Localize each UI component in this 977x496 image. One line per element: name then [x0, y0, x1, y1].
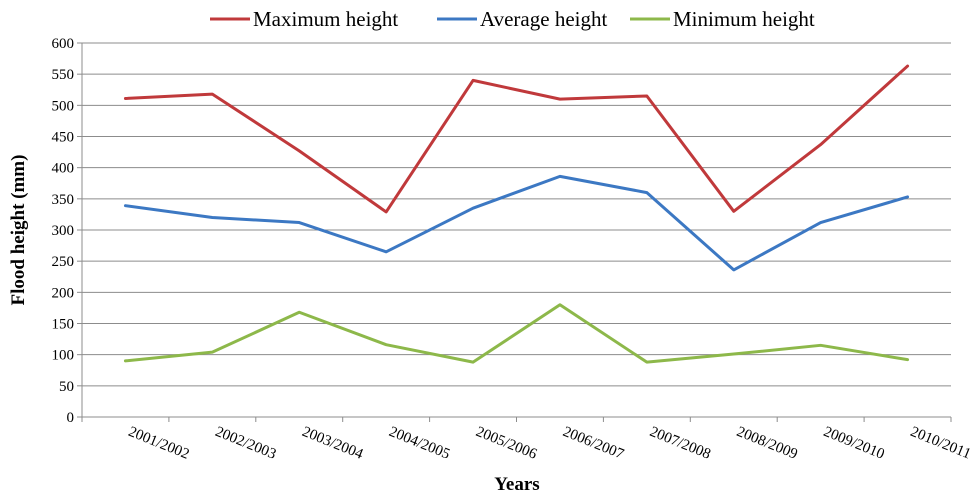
x-tick-label: 2004/2005	[387, 424, 452, 463]
y-tick-label: 500	[52, 98, 75, 114]
x-tick-label: 2001/2002	[126, 424, 191, 463]
x-tick-label: 2007/2008	[647, 424, 712, 463]
legend-label: Average height	[480, 7, 607, 31]
series-line-average-height	[123, 174, 910, 272]
y-tick-label: 450	[52, 130, 75, 146]
y-tick-label: 50	[59, 379, 74, 395]
x-tick-label: 2009/2010	[821, 424, 886, 463]
y-tick-label: 400	[52, 161, 75, 177]
x-tick-label: 2006/2007	[560, 424, 626, 463]
x-tick-label: 2008/2009	[734, 424, 799, 463]
series-line-minimum-height	[123, 303, 910, 364]
y-axis-title: Flood height (mm)	[8, 155, 29, 306]
legend-label: Maximum height	[253, 7, 398, 31]
legend: Maximum height Average height Minimum heig…	[210, 7, 815, 31]
y-tick-label: 300	[52, 223, 75, 239]
y-tick-label: 0	[67, 410, 75, 426]
x-tick-label: 2010/2011	[908, 424, 973, 463]
series-lines	[123, 64, 910, 364]
y-tick-label: 250	[52, 254, 75, 270]
gridlines	[82, 42, 951, 387]
y-tick-label: 100	[52, 348, 75, 364]
x-tick-label: 2005/2006	[474, 424, 540, 463]
legend-label: Minimum height	[673, 7, 815, 31]
x-axis: 2001/2002 2002/2003 2003/2004 2004/2005 2005…	[81, 43, 973, 463]
y-tick-label: 550	[52, 67, 75, 83]
x-tick-label: 2002/2003	[213, 424, 278, 463]
y-tick-label: 200	[52, 285, 75, 301]
y-tick-label: 150	[52, 317, 75, 333]
series-line-maximum-height	[123, 64, 910, 214]
x-axis-title: Years	[494, 474, 539, 495]
y-axis-ticks: 0 50 100 150 200 250 300 350 400 450 500 550 600	[52, 36, 82, 426]
y-tick-label: 600	[52, 36, 75, 52]
y-tick-label: 350	[52, 192, 75, 208]
x-tick-label: 2003/2004	[300, 424, 366, 463]
